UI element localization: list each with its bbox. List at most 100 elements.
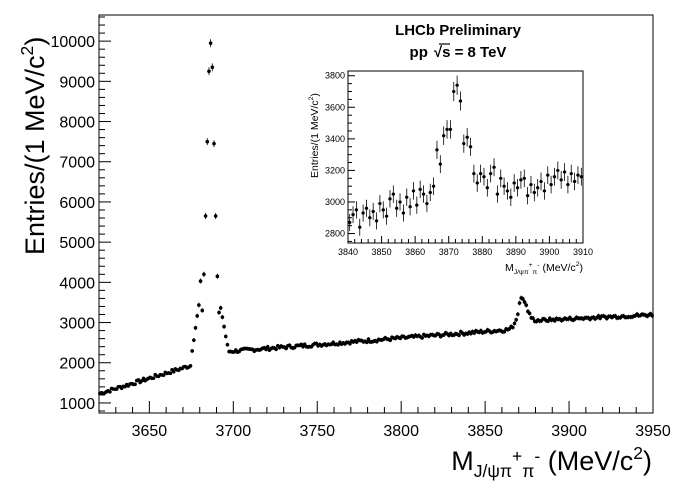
inset-data-point [364, 206, 369, 210]
inset-data-point [529, 183, 533, 187]
inset-data-point [556, 168, 560, 173]
main-x-axis-title: MJ/ψπ+π- (MeV/c2) [451, 443, 652, 481]
inset-data-point [348, 220, 352, 225]
main-data-point [193, 326, 198, 330]
main-data-point [522, 300, 527, 304]
inset-title-line2: pp √s = 8 TeV [410, 44, 507, 61]
main-data-point [348, 341, 352, 346]
main-data-point [151, 376, 156, 380]
main-data-point [265, 344, 270, 349]
inset-data-point [492, 165, 496, 169]
inset-x-tick-label: 3890 [506, 247, 526, 257]
main-data-point [511, 325, 515, 330]
inset-y-tick-label: 3800 [325, 71, 345, 81]
inset-data-point [391, 192, 395, 196]
inset-data-point [566, 183, 570, 187]
main-data-point [502, 329, 507, 334]
main-data-point [225, 342, 230, 347]
inset-data-point [499, 176, 503, 180]
main-y-tick-label: 10000 [51, 34, 96, 51]
main-data-point [192, 338, 196, 342]
main-data-point [208, 41, 213, 45]
main-data-point [168, 371, 173, 376]
main-x-tick-label: 3750 [299, 423, 335, 440]
inset-data-point [505, 189, 510, 193]
inset-data-point [408, 205, 412, 209]
inset-data-point [381, 208, 385, 212]
main-data-point [650, 313, 654, 318]
inset-data-point [562, 170, 567, 174]
inset-y-tick-label: 3600 [325, 102, 345, 112]
inset-data-point [502, 184, 506, 188]
inset-data-point [442, 134, 446, 138]
inset-data-point [546, 173, 550, 177]
inset-y-axis-title: Entries/(1 MeV/c2) [308, 93, 321, 178]
main-data-point [512, 321, 517, 326]
inset-data-point [576, 173, 580, 177]
inset-data-point [458, 99, 463, 103]
inset-data-point [526, 194, 530, 198]
main-data-point [195, 314, 200, 318]
main-x-tick-label: 3800 [383, 423, 419, 440]
main-x-ticks: 3650 3700 3750 3800 3850 3900 3950 [98, 401, 671, 440]
main-data-point [200, 308, 205, 313]
main-y-tick-label: 8000 [59, 115, 95, 132]
inset-data-point [532, 190, 536, 195]
inset-data-point [479, 171, 483, 176]
inset-data-point [435, 148, 439, 152]
main-data-points [98, 39, 654, 396]
main-plot-frame [98, 14, 654, 414]
main-data-point [517, 301, 522, 305]
inset-data-point [378, 201, 382, 206]
main-y-tick-label: 3000 [59, 316, 95, 333]
main-x-tick-label: 3850 [467, 423, 503, 440]
inset-data-point [573, 179, 577, 184]
inset-data-point [519, 178, 523, 182]
inset-data-point [415, 203, 419, 207]
main-data-point [222, 324, 226, 329]
inset-data-point [405, 195, 409, 199]
main-data-point [203, 214, 208, 218]
inset-data-point [438, 162, 442, 166]
inset-data-point [445, 127, 449, 131]
inset-data-point [361, 211, 365, 215]
inset-data-point [559, 178, 563, 182]
main-data-point [215, 274, 220, 279]
main-y-tick-label: 9000 [59, 74, 95, 91]
main-data-point [524, 303, 529, 307]
main-data-point [198, 279, 203, 283]
inset-data-point [512, 181, 516, 185]
main-y-tick-label: 5000 [59, 235, 95, 252]
inset-data-point [395, 206, 399, 210]
main-data-point [457, 333, 461, 338]
main-data-point [364, 340, 369, 345]
inset-data-point [579, 175, 583, 179]
inset-data-point [522, 176, 526, 180]
inset-data-point [432, 184, 436, 188]
inset-data-point [475, 181, 479, 185]
inset-data-point [425, 201, 429, 206]
inset-data-point [418, 187, 422, 191]
main-data-point [516, 312, 520, 317]
inset-data-point [489, 171, 493, 176]
main-x-tick-label: 3700 [216, 423, 252, 440]
main-data-point [108, 390, 112, 394]
inset-data-point [536, 186, 540, 190]
main-data-point [188, 364, 193, 368]
main-data-point [264, 347, 268, 352]
main-data-point [213, 214, 218, 218]
inset-x-tick-label: 3860 [405, 247, 425, 257]
inset-y-tick-label: 2800 [325, 229, 345, 239]
main-data-point [220, 315, 225, 319]
main-data-point [420, 336, 424, 340]
inset-data-point [468, 145, 473, 149]
main-y-tick-label: 2000 [59, 356, 95, 373]
main-data-point [531, 316, 535, 320]
main-data-point [136, 378, 141, 382]
inset-x-tick-label: 3850 [372, 247, 392, 257]
inset-data-point [428, 190, 432, 195]
main-data-point [210, 65, 215, 70]
main-data-point [197, 303, 201, 307]
main-y-axis-title: Entries/(1 MeV/c2) [17, 37, 50, 255]
main-y-ticks: 1000 2000 3000 4000 5000 6000 7000 8000 9000 1000… [51, 16, 111, 413]
